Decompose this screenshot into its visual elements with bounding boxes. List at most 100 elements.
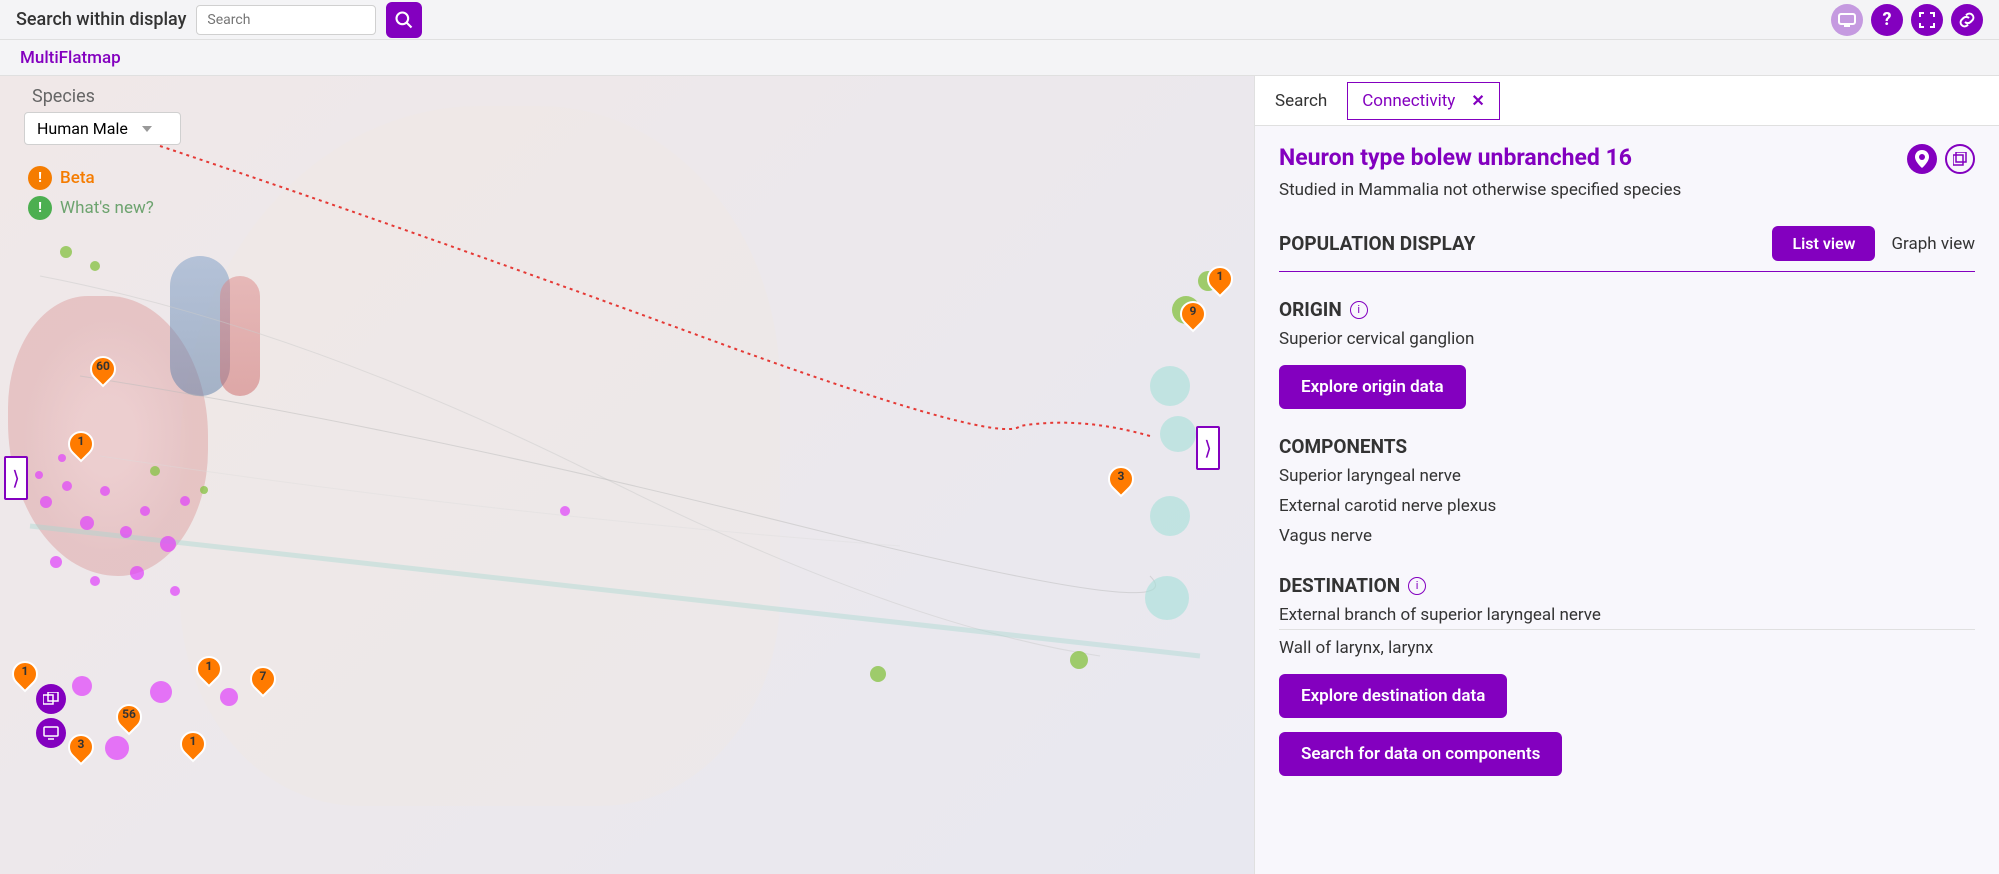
flatmap-canvas[interactable]: Species Human Male ! Beta ! What's new? … bbox=[0, 76, 1254, 874]
data-point[interactable] bbox=[1160, 416, 1196, 452]
pin-icon bbox=[1915, 150, 1929, 168]
panel-body: Neuron type bolew unbranched 16 Studied … bbox=[1255, 126, 1999, 874]
component-item: External carotid nerve plexus bbox=[1279, 496, 1975, 518]
origin-section: ORIGIN i Superior cervical ganglion Expl… bbox=[1279, 298, 1975, 409]
info-icon[interactable]: i bbox=[1408, 577, 1426, 595]
drawer-handle-left[interactable]: ⟩ bbox=[4, 456, 28, 500]
search-button[interactable] bbox=[386, 2, 422, 38]
map-pin[interactable]: 1 bbox=[180, 731, 206, 765]
close-icon[interactable]: ✕ bbox=[1471, 91, 1484, 110]
fullscreen-icon bbox=[1919, 12, 1935, 28]
data-point[interactable] bbox=[72, 676, 92, 696]
monitor-icon bbox=[1838, 13, 1856, 27]
data-point[interactable] bbox=[150, 681, 172, 703]
map-pin[interactable]: 1 bbox=[1207, 266, 1233, 300]
data-point[interactable] bbox=[150, 466, 160, 476]
map-pin[interactable]: 1 bbox=[196, 656, 222, 690]
species-value: Human Male bbox=[37, 119, 128, 138]
question-icon: ? bbox=[1883, 9, 1892, 30]
data-point[interactable] bbox=[560, 506, 570, 516]
component-item: Vagus nerve bbox=[1279, 526, 1975, 548]
components-section: COMPONENTS Superior laryngeal nerve Exte… bbox=[1279, 435, 1975, 548]
map-pin[interactable]: 7 bbox=[250, 666, 276, 700]
connectivity-panel: Search Connectivity ✕ Neuron type bolew … bbox=[1254, 76, 1999, 874]
monitor-icon bbox=[43, 726, 59, 740]
data-point[interactable] bbox=[80, 516, 94, 530]
map-pin[interactable]: 56 bbox=[116, 704, 142, 738]
map-pin[interactable]: 1 bbox=[12, 661, 38, 695]
search-label: Search within display bbox=[16, 9, 186, 30]
destination-item: Wall of larynx, larynx bbox=[1279, 638, 1975, 660]
data-point[interactable] bbox=[1145, 576, 1189, 620]
explore-origin-button[interactable]: Explore origin data bbox=[1279, 365, 1466, 409]
components-heading: COMPONENTS bbox=[1279, 435, 1407, 458]
data-point[interactable] bbox=[200, 486, 208, 494]
whats-new-link[interactable]: ! What's new? bbox=[28, 196, 154, 220]
list-view-button[interactable]: List view bbox=[1772, 226, 1875, 261]
destination-heading: DESTINATION bbox=[1279, 574, 1400, 597]
data-point[interactable] bbox=[130, 566, 144, 580]
top-right-icons: ? bbox=[1831, 4, 1983, 36]
data-point[interactable] bbox=[90, 576, 100, 586]
split-view-button[interactable] bbox=[36, 684, 66, 714]
species-label: Species bbox=[32, 86, 95, 107]
data-point[interactable] bbox=[170, 586, 180, 596]
data-point[interactable] bbox=[160, 536, 176, 552]
data-point[interactable] bbox=[62, 481, 72, 491]
data-point[interactable] bbox=[58, 454, 66, 462]
chevron-down-icon bbox=[142, 126, 152, 132]
search-input[interactable] bbox=[196, 5, 376, 35]
beta-label: Beta bbox=[60, 168, 95, 188]
origin-heading: ORIGIN bbox=[1279, 298, 1342, 321]
data-point[interactable] bbox=[50, 556, 62, 568]
info-icon[interactable]: i bbox=[1350, 301, 1368, 319]
neuron-subtitle: Studied in Mammalia not otherwise specif… bbox=[1279, 180, 1975, 200]
map-pin[interactable]: 3 bbox=[68, 734, 94, 768]
graph-view-button[interactable]: Graph view bbox=[1891, 234, 1975, 254]
copy-icon bbox=[1953, 152, 1967, 166]
link-button[interactable] bbox=[1951, 4, 1983, 36]
destination-section: DESTINATION i External branch of superio… bbox=[1279, 574, 1975, 776]
data-point[interactable] bbox=[120, 526, 132, 538]
data-point[interactable] bbox=[180, 496, 190, 506]
component-item: Superior laryngeal nerve bbox=[1279, 466, 1975, 488]
tab-connectivity[interactable]: Connectivity ✕ bbox=[1347, 82, 1500, 120]
data-point[interactable] bbox=[105, 736, 129, 760]
data-point[interactable] bbox=[140, 506, 150, 516]
whats-new-icon: ! bbox=[28, 196, 52, 220]
copy-button[interactable] bbox=[1945, 144, 1975, 174]
data-point[interactable] bbox=[1070, 651, 1088, 669]
species-select[interactable]: Human Male bbox=[24, 112, 181, 145]
data-point[interactable] bbox=[1150, 496, 1190, 536]
beta-icon: ! bbox=[28, 166, 52, 190]
breadcrumb[interactable]: MultiFlatmap bbox=[20, 48, 121, 68]
map-pin[interactable]: 60 bbox=[90, 356, 116, 390]
search-components-button[interactable]: Search for data on components bbox=[1279, 732, 1562, 776]
data-point[interactable] bbox=[60, 246, 72, 258]
data-point[interactable] bbox=[1150, 366, 1190, 406]
map-pin[interactable]: 9 bbox=[1180, 301, 1206, 335]
data-point[interactable] bbox=[220, 688, 238, 706]
fullscreen-button[interactable] bbox=[1911, 4, 1943, 36]
drawer-handle-right[interactable]: ⟩ bbox=[1196, 426, 1220, 470]
beta-badge[interactable]: ! Beta bbox=[28, 166, 95, 190]
monitor-button[interactable] bbox=[36, 718, 66, 748]
link-icon bbox=[1958, 11, 1976, 29]
locate-button[interactable] bbox=[1907, 144, 1937, 174]
destination-item: External branch of superior laryngeal ne… bbox=[1279, 605, 1975, 630]
map-pin[interactable]: 1 bbox=[68, 431, 94, 465]
help-button[interactable]: ? bbox=[1871, 4, 1903, 36]
data-point[interactable] bbox=[40, 496, 52, 508]
data-point[interactable] bbox=[90, 261, 100, 271]
panel-tabs: Search Connectivity ✕ bbox=[1255, 76, 1999, 126]
data-point[interactable] bbox=[100, 486, 110, 496]
data-point[interactable] bbox=[870, 666, 886, 682]
tab-search[interactable]: Search bbox=[1275, 91, 1327, 111]
body-silhouette bbox=[180, 106, 780, 806]
map-pin[interactable]: 3 bbox=[1108, 466, 1134, 500]
data-point[interactable] bbox=[35, 471, 43, 479]
windows-icon bbox=[43, 692, 59, 706]
top-bar: Search within display ? bbox=[0, 0, 1999, 40]
display-mode-icon[interactable] bbox=[1831, 4, 1863, 36]
explore-destination-button[interactable]: Explore destination data bbox=[1279, 674, 1507, 718]
